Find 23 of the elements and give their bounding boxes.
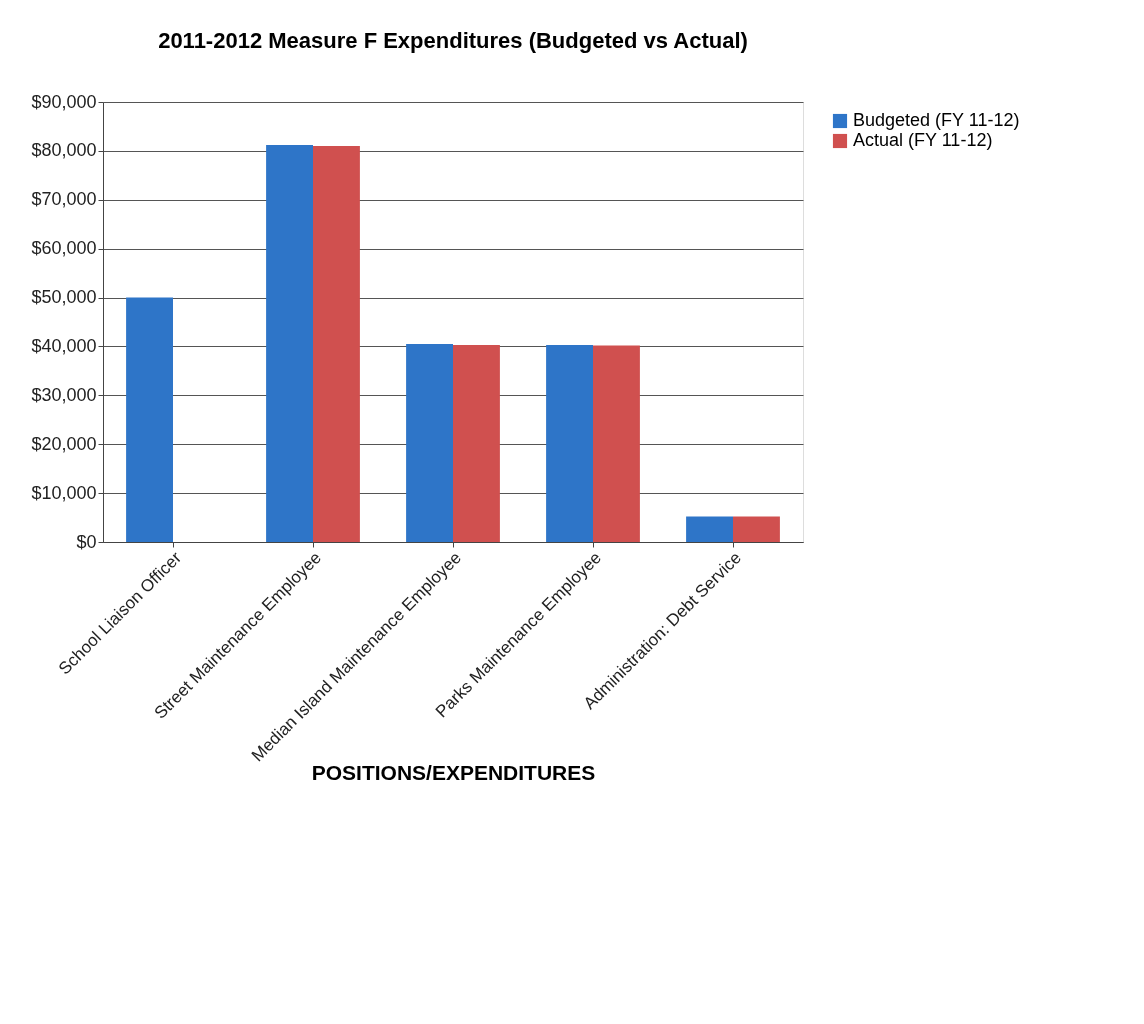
y-tick-label: $10,000 (31, 482, 97, 503)
x-axis-title: POSITIONS/EXPENDITURES (311, 760, 596, 784)
legend-label: Actual (FY 11-12) (853, 130, 993, 150)
y-tick-label: $60,000 (31, 238, 97, 259)
bar (546, 344, 593, 542)
legend-label: Budgeted (FY 11-12) (853, 110, 1020, 130)
bar (126, 297, 173, 542)
bar (686, 516, 733, 542)
y-tick-label: $50,000 (31, 287, 97, 308)
bar (406, 344, 453, 542)
chart-title: 2011-2012 Measure F Expenditures (Budgeted vs Actual) (158, 28, 748, 53)
bar (313, 146, 360, 542)
y-tick-label: $30,000 (31, 384, 97, 405)
bar (266, 145, 313, 542)
y-tick-label: $40,000 (31, 335, 97, 356)
y-tick-label: $90,000 (31, 91, 97, 112)
bar (453, 344, 500, 542)
y-tick-label: $70,000 (31, 189, 97, 210)
y-tick-label: $80,000 (31, 140, 97, 161)
bar (733, 516, 780, 542)
y-tick-label: $0 (76, 531, 97, 552)
y-tick-label: $20,000 (31, 433, 97, 454)
bar (593, 345, 640, 542)
